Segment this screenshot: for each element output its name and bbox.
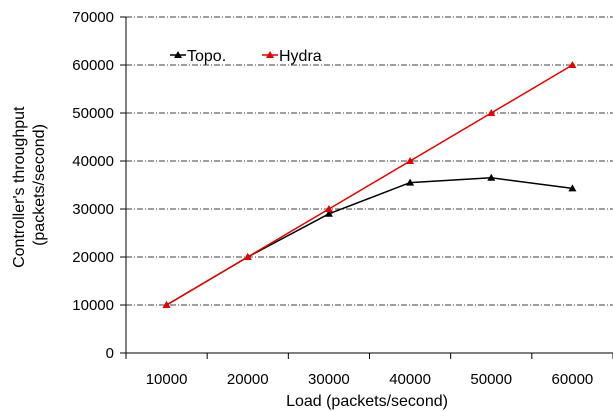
legend-marker-topo (174, 51, 182, 58)
y-axis-title-line-2: (packets/second) (31, 124, 48, 246)
legend: Topo. Hydra (170, 48, 322, 65)
data-point-topo (487, 173, 496, 181)
y-tick-label: 70000 (72, 9, 114, 26)
data-point-topo (568, 184, 577, 192)
data-point-hydra (406, 157, 415, 164)
series-line-hydra (166, 64, 573, 306)
legend-label-hydra: Hydra (279, 48, 322, 65)
y-tick-label: 50000 (72, 105, 114, 122)
data-point-hydra (243, 253, 252, 260)
x-tick-label: 20000 (227, 371, 269, 388)
x-tick-label: 30000 (308, 371, 350, 388)
data-point-hydra (568, 61, 577, 68)
x-tick-label: 10000 (146, 371, 188, 388)
gridlines (126, 16, 613, 306)
data-point-hydra (487, 109, 496, 116)
data-point-topo (324, 209, 333, 217)
y-axis-ticks: 0 10000 20000 30000 40000 50000 60000 70000 (72, 9, 126, 362)
y-axis-title: Controller's throughput (packets/second) (11, 102, 48, 268)
x-tick-label: 60000 (552, 371, 594, 388)
x-axis-title: Load (packets/second) (286, 393, 448, 410)
x-tick-label: 50000 (470, 371, 512, 388)
data-point-hydra (162, 301, 171, 308)
data-point-topo (406, 178, 415, 186)
series-line-topo (166, 177, 573, 306)
plot-area (125, 17, 613, 354)
y-tick-label: 20000 (72, 249, 114, 266)
y-tick-label: 30000 (72, 201, 114, 218)
legend-marker-hydra (266, 51, 274, 58)
y-tick-label: 0 (106, 345, 114, 362)
y-tick-label: 60000 (72, 57, 114, 74)
data-point-hydra (324, 205, 333, 212)
y-axis-title-line-1: Controller's throughput (11, 106, 28, 268)
y-tick-label: 10000 (72, 297, 114, 314)
legend-label-topo: Topo. (187, 48, 226, 65)
y-tick-label: 40000 (72, 153, 114, 170)
x-tick-label: 40000 (389, 371, 431, 388)
x-axis-ticks: 10000 20000 30000 40000 50000 60000 (125, 353, 613, 388)
